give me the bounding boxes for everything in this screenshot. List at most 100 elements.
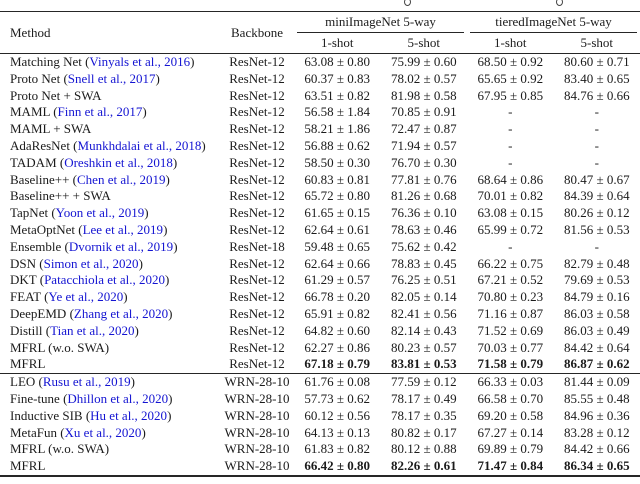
citation-link[interactable]: Finn et al., 2017 [57, 104, 143, 120]
result-cell: 80.82 ± 0.17 [390, 424, 457, 440]
result-cell: 75.62 ± 0.42 [390, 238, 457, 254]
result-cell: 80.12 ± 0.88 [390, 441, 457, 457]
result-cell: 82.05 ± 0.14 [390, 289, 457, 305]
citation-link[interactable]: Chen et al., 2019 [77, 171, 166, 187]
result-cell: 64.82 ± 0.60 [304, 322, 371, 338]
table-row: Inductive SIB (Hu et al., 2020) WRN-28-10… [0, 408, 640, 425]
method-cell: AdaResNet (Munkhdalai et al., 2018) [10, 137, 206, 153]
result-cell: 59.48 ± 0.65 [304, 238, 371, 254]
citation-link[interactable]: Oreshkin et al., 2018 [64, 154, 173, 170]
result-cell: 60.37 ± 0.83 [304, 70, 371, 86]
column-header-mini-1shot: 1-shot [294, 33, 381, 54]
result-cell: 86.03 ± 0.58 [563, 305, 630, 321]
result-cell: 78.17 ± 0.49 [390, 390, 457, 406]
backbone-cell: ResNet-18 [229, 238, 285, 254]
backbone-cell: WRN-28-10 [224, 458, 290, 474]
result-cell: 84.39 ± 0.64 [563, 188, 630, 204]
miniimagenet-group-rule: miniImageNet 5-way [297, 14, 465, 33]
citation-link[interactable]: Xu et al., 2020 [64, 424, 142, 440]
method-cell: DeepEMD (Zhang et al., 2020) [10, 305, 173, 321]
result-cell: 82.79 ± 0.48 [563, 255, 630, 271]
backbone-cell: ResNet-12 [229, 54, 285, 69]
result-cell: 63.08 ± 0.80 [304, 54, 371, 69]
citation-link[interactable]: Snell et al., 2017 [67, 70, 156, 86]
result-cell: 62.27 ± 0.86 [304, 339, 371, 355]
result-cell: 78.83 ± 0.45 [390, 255, 457, 271]
result-cell: 78.17 ± 0.35 [390, 407, 457, 423]
result-cell: 57.73 ± 0.62 [304, 390, 371, 406]
table-row: MFRL ResNet-12 67.18 ± 0.79 83.81 ± 0.53 71.… [0, 356, 640, 375]
result-cell: 71.16 ± 0.87 [477, 305, 544, 321]
result-cell: 81.98 ± 0.58 [390, 87, 457, 103]
result-cell: - [594, 104, 599, 120]
table-row: Fine-tune (Dhillon et al., 2020) WRN-28-1… [0, 391, 640, 408]
citation-link[interactable]: Rusu et al., 2019 [42, 374, 131, 390]
result-cell: 84.96 ± 0.36 [563, 407, 630, 423]
citation-link[interactable]: Munkhdalai et al., 2018 [77, 137, 202, 153]
result-cell: - [508, 154, 513, 170]
method-cell: Matching Net (Vinyals et al., 2016) [10, 54, 195, 69]
result-cell: 84.76 ± 0.66 [563, 87, 630, 103]
table-row: Ensemble (Dvornik et al., 2019) ResNet-18… [0, 239, 640, 256]
caption-text-fragment [404, 0, 411, 6]
result-cell: 81.56 ± 0.53 [563, 221, 630, 237]
table-row: AdaResNet (Munkhdalai et al., 2018) ResNe… [0, 138, 640, 155]
backbone-cell: ResNet-12 [229, 104, 285, 120]
citation-link[interactable]: Zhang et al., 2020 [73, 305, 169, 321]
tieredimagenet-group-rule: tieredImageNet 5-way [470, 14, 638, 33]
result-cell: 63.51 ± 0.82 [304, 87, 371, 103]
result-cell: - [594, 121, 599, 137]
result-cell: 61.65 ± 0.15 [304, 205, 371, 221]
backbone-cell: ResNet-12 [229, 137, 285, 153]
result-cell: 67.21 ± 0.52 [477, 272, 544, 288]
result-cell: 84.79 ± 0.16 [563, 289, 630, 305]
citation-link[interactable]: Patacchiola et al., 2020 [44, 272, 165, 288]
method-cell: FEAT (Ye et al., 2020) [10, 289, 128, 305]
backbone-cell: WRN-28-10 [224, 441, 290, 457]
result-cell: 78.63 ± 0.46 [390, 221, 457, 237]
column-header-mini-5shot: 5-shot [380, 33, 468, 54]
citation-link[interactable]: Dvornik et al., 2019 [68, 238, 174, 254]
result-cell: 58.50 ± 0.30 [304, 154, 371, 170]
table-body: Matching Net (Vinyals et al., 2016) ResNe… [0, 54, 640, 476]
result-cell: 76.25 ± 0.51 [390, 272, 457, 288]
result-cell: 82.26 ± 0.61 [390, 458, 457, 474]
citation-link[interactable]: Tian et al., 2020 [50, 322, 135, 338]
table-row: Proto Net (Snell et al., 2017) ResNet-12 6… [0, 71, 640, 88]
backbone-cell: ResNet-12 [229, 255, 285, 271]
method-cell: MAML + SWA [10, 121, 92, 137]
result-cell: 66.42 ± 0.80 [304, 458, 371, 474]
method-cell: Fine-tune (Dhillon et al., 2020) [10, 390, 173, 406]
result-cell: 86.03 ± 0.49 [563, 322, 630, 338]
result-cell: 65.99 ± 0.72 [477, 221, 544, 237]
method-cell: MFRL (w.o. SWA) [10, 339, 110, 355]
method-cell: DKT (Patacchiola et al., 2020) [10, 272, 170, 288]
result-cell: 76.36 ± 0.10 [390, 205, 457, 221]
backbone-cell: WRN-28-10 [224, 390, 290, 406]
column-header-tiered-5shot: 5-shot [553, 33, 640, 54]
result-cell: 62.64 ± 0.66 [304, 255, 371, 271]
table-header: Method Backbone miniImageNet 5-way tiere… [0, 11, 640, 54]
table-row: Baseline++ (Chen et al., 2019) ResNet-12 6… [0, 172, 640, 189]
result-cell: 83.81 ± 0.53 [380, 356, 468, 375]
citation-link[interactable]: Dhillon et al., 2020 [67, 390, 169, 406]
table-row: Matching Net (Vinyals et al., 2016) ResNe… [0, 54, 640, 71]
citation-link[interactable]: Simon et al., 2020 [43, 255, 139, 271]
result-cell: 83.40 ± 0.65 [563, 70, 630, 86]
citation-link[interactable]: Lee et al., 2019 [82, 221, 164, 237]
column-header-tiered-1shot: 1-shot [467, 33, 554, 54]
result-cell: 68.64 ± 0.86 [477, 171, 544, 187]
method-cell: Proto Net + SWA [10, 87, 102, 103]
method-cell: Distill (Tian et al., 2020) [10, 322, 139, 338]
backbone-cell: ResNet-12 [229, 70, 285, 86]
method-cell: MetaFun (Xu et al., 2020) [10, 424, 146, 440]
result-cell: 81.44 ± 0.09 [563, 374, 630, 390]
citation-link[interactable]: Hu et al., 2020 [90, 407, 168, 423]
result-cell: 60.83 ± 0.81 [304, 171, 371, 187]
citation-link[interactable]: Ye et al., 2020 [48, 289, 124, 305]
backbone-cell: ResNet-12 [229, 322, 285, 338]
result-cell: 80.47 ± 0.67 [563, 171, 630, 187]
citation-link[interactable]: Yoon et al., 2019 [55, 205, 145, 221]
citation-link[interactable]: Vinyals et al., 2016 [89, 54, 191, 69]
